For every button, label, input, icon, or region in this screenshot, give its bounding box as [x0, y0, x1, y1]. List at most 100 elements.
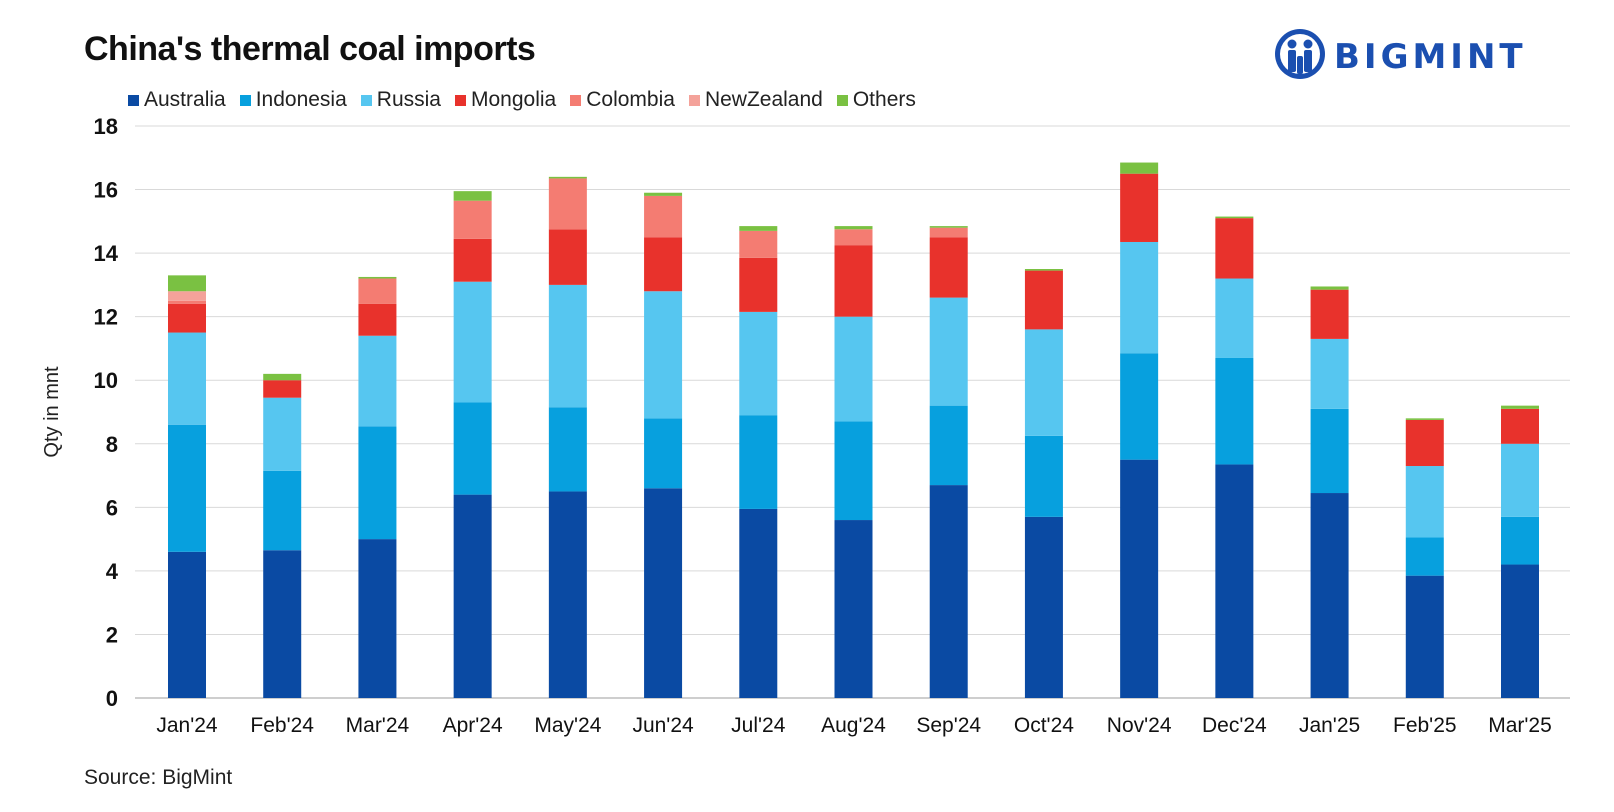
y-tick-label: 12	[94, 305, 118, 330]
bar-segment-mongolia-0	[168, 303, 206, 333]
bar-segment-russia-0	[168, 332, 206, 425]
bar-segment-indonesia-8	[929, 405, 968, 486]
bar-segment-others-14	[1501, 405, 1539, 409]
bar-segment-russia-3	[453, 281, 492, 403]
bar-segment-indonesia-6	[739, 415, 778, 509]
y-tick-label: 16	[94, 178, 118, 203]
bar-segment-mongolia-9	[1024, 270, 1063, 330]
bar-segment-mongolia-3	[453, 238, 492, 282]
legend-item-others: Others	[836, 88, 916, 112]
bar-segment-russia-6	[739, 311, 778, 416]
x-tick-label: Jul'24	[731, 714, 786, 737]
x-tick-label: Sep'24	[916, 714, 981, 737]
bigmint-logo-text: BIGMINT	[1334, 37, 1527, 77]
bar-segment-russia-7	[834, 316, 873, 422]
bar-segment-indonesia-12	[1310, 408, 1349, 494]
bar-segment-australia-2	[358, 539, 397, 698]
bar-segment-australia-13	[1405, 575, 1444, 698]
legend-label: NewZealand	[704, 88, 823, 111]
bar-segment-colombia-5	[644, 195, 683, 238]
bar-segment-russia-4	[548, 284, 587, 408]
legend-label: Australia	[144, 88, 226, 111]
legend-label: Indonesia	[255, 88, 347, 111]
bar-segment-others-8	[929, 226, 968, 228]
bar-segment-russia-8	[929, 297, 968, 406]
bar-segment-russia-1	[263, 397, 302, 471]
bar-segment-australia-7	[834, 520, 873, 698]
bar-segment-russia-9	[1024, 329, 1063, 436]
bar-segment-others-2	[358, 276, 397, 279]
bar-segment-mongolia-11	[1215, 218, 1254, 279]
x-tick-label: Apr'24	[443, 714, 503, 737]
y-tick-label: 8	[106, 432, 118, 457]
bar-segment-australia-3	[453, 494, 492, 698]
bar-segment-mongolia-2	[358, 303, 397, 336]
x-tick-label: May'24	[534, 714, 601, 737]
legend-swatch	[836, 94, 848, 106]
bar-segment-others-13	[1405, 418, 1444, 420]
bar-segment-australia-6	[739, 508, 778, 698]
legend-swatch	[454, 94, 466, 106]
x-tick-label: Jun'24	[632, 714, 694, 737]
bar-segment-indonesia-14	[1501, 516, 1539, 565]
bar-segment-russia-12	[1310, 338, 1349, 409]
bar-segment-indonesia-11	[1215, 357, 1254, 465]
source-note: Source: BigMint	[84, 766, 233, 789]
bar-segment-australia-4	[548, 491, 587, 698]
bar-segment-australia-9	[1024, 516, 1063, 698]
bar-segment-mongolia-8	[929, 237, 968, 298]
bar-segment-australia-12	[1310, 493, 1349, 698]
bar-segment-mongolia-14	[1501, 408, 1539, 444]
bar-segment-australia-8	[929, 485, 968, 698]
bar-segment-others-6	[739, 226, 778, 231]
legend-swatch	[239, 94, 251, 106]
bigmint-logo: BIGMINT	[1275, 29, 1527, 79]
bar-segment-indonesia-9	[1024, 435, 1063, 517]
bar-segment-russia-10	[1120, 241, 1159, 354]
bar-segment-australia-1	[263, 550, 302, 698]
x-tick-label: Feb'25	[1393, 714, 1457, 737]
bar-segment-others-5	[644, 192, 683, 196]
bar-segment-mongolia-13	[1405, 419, 1444, 467]
bar-segment-indonesia-1	[263, 470, 302, 551]
bar-segment-australia-11	[1215, 464, 1254, 698]
bar-segment-australia-10	[1120, 459, 1159, 698]
bar-segment-indonesia-5	[644, 418, 683, 489]
bar-segment-others-9	[1024, 269, 1063, 271]
bar-segment-others-4	[548, 176, 587, 179]
bigmint-logo-icon	[1275, 29, 1325, 79]
legend-label: Others	[852, 88, 916, 111]
bar-segment-colombia-2	[358, 278, 397, 304]
bar-segment-australia-5	[644, 488, 683, 698]
legend-label: Russia	[376, 88, 441, 111]
bar-segment-russia-2	[358, 335, 397, 427]
legend-swatch	[688, 94, 700, 106]
bar-segment-others-1	[263, 373, 302, 381]
bar-segment-australia-0	[168, 551, 206, 698]
legend-item-colombia: Colombia	[570, 88, 675, 112]
legend-item-mongolia: Mongolia	[454, 88, 557, 112]
chart-legend: Australia Indonesia Russia Mongolia Colombia…	[128, 88, 930, 112]
bar-segment-australia-14	[1501, 564, 1539, 698]
chart-title: China's thermal coal imports	[84, 30, 536, 68]
bar-segment-others-11	[1215, 216, 1254, 219]
bar-segment-indonesia-0	[168, 424, 206, 552]
y-tick-label: 14	[94, 241, 119, 266]
legend-label: Colombia	[586, 88, 675, 111]
bar-segment-others-0	[168, 275, 206, 292]
legend-item-newzealand: NewZealand	[688, 88, 823, 112]
x-tick-label: Aug'24	[821, 714, 886, 737]
bar-segment-newzealand-0	[168, 291, 206, 301]
y-tick-label: 2	[106, 622, 118, 647]
bar-segment-indonesia-7	[834, 421, 873, 521]
y-tick-label: 18	[94, 114, 118, 139]
x-tick-label: Feb'24	[250, 714, 314, 737]
legend-swatch	[570, 94, 582, 106]
legend-item-russia: Russia	[360, 88, 441, 112]
bar-segment-colombia-4	[548, 178, 587, 230]
y-tick-label: 10	[94, 368, 118, 393]
bar-segment-others-10	[1120, 162, 1159, 174]
legend-swatch	[360, 94, 372, 106]
legend-label: Mongolia	[470, 88, 557, 111]
